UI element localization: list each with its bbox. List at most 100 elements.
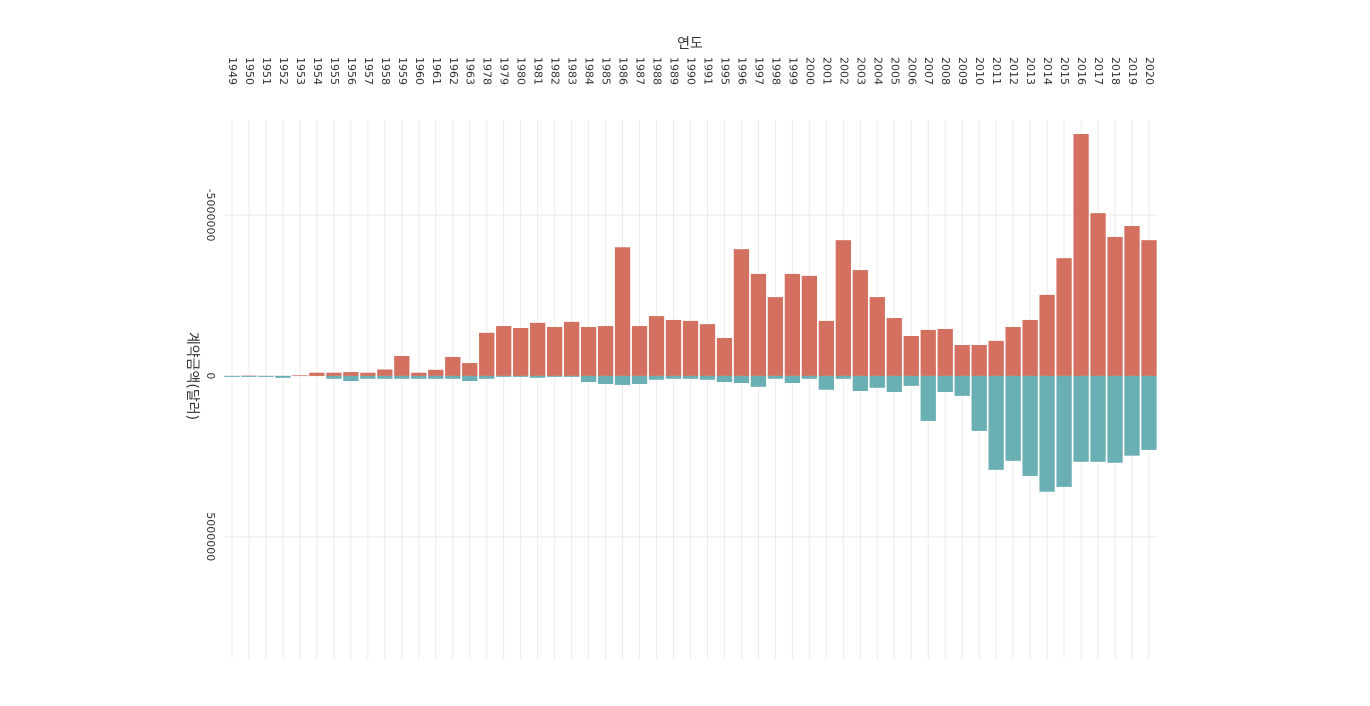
bar [632,326,647,376]
bar [1022,320,1037,376]
bar [513,376,528,377]
x-tick-label: 1959 [396,57,409,85]
bar [547,327,562,376]
x-tick-label: 1952 [277,57,290,85]
bar [377,369,392,375]
bar [530,376,545,378]
x-tick-label: 1950 [243,57,256,85]
x-tick-label: 2003 [854,57,867,85]
bar [802,276,817,376]
x-tick-label: 1961 [430,57,443,85]
bar [445,376,460,379]
x-tick-label: 1980 [515,57,528,85]
bar [615,376,630,385]
bar [683,321,698,376]
bar [632,376,647,384]
x-tick-label: 1954 [311,57,324,85]
y-tick-label: 0 [204,372,217,379]
bar [853,270,868,376]
bar [241,376,256,377]
x-tick-label: 1981 [532,57,545,85]
x-tick-label: 1953 [294,57,307,85]
bar [717,376,732,382]
chart-title: 연도 [677,36,703,52]
bar [887,318,902,376]
bar [1090,213,1105,376]
x-tick-label: 1984 [583,57,596,85]
x-tick-label: 1957 [362,57,375,85]
bar [955,376,970,396]
x-tick-label: 2016 [1075,57,1088,85]
x-tick-label: 2014 [1041,57,1054,85]
bar [649,316,664,376]
bar [989,376,1004,470]
bar [802,376,817,379]
bar [292,375,307,376]
x-tick-label: 2006 [905,57,918,85]
x-tick-label: 1958 [379,57,392,85]
bar [700,324,715,376]
bar [1039,376,1054,492]
bar [1107,376,1122,463]
bar [836,376,851,379]
x-tick-label: 2002 [837,57,850,85]
bar [598,376,613,384]
bar [1039,295,1054,376]
x-tick-label: 2012 [1007,57,1020,85]
x-tick-label: 2011 [990,57,1003,85]
x-tick-label: 2018 [1109,57,1122,85]
bar [904,336,919,376]
x-tick-label: 2017 [1092,57,1105,85]
bar [445,357,460,376]
bar [938,376,953,392]
bar [1141,240,1156,376]
x-tick-label: 1963 [464,57,477,85]
bar [734,249,749,376]
bar [496,326,511,376]
x-tick-label: 1999 [786,57,799,85]
bar [258,376,273,377]
bar [1006,376,1021,461]
x-tick-label: 1955 [328,57,341,85]
bar [989,341,1004,376]
bar [564,322,579,376]
x-tick-label: 2013 [1024,57,1037,85]
x-tick-label: 2008 [939,57,952,85]
bar [955,345,970,376]
bar [394,376,409,379]
bar [581,376,596,382]
bar [479,333,494,376]
bar [309,373,324,376]
bar [768,297,783,376]
bar [921,376,936,421]
bar [819,376,834,390]
x-tick-label: 2005 [888,57,901,85]
x-tick-label: 1989 [668,57,681,85]
x-tick-label: 1988 [651,57,664,85]
bar [768,376,783,379]
bar [683,376,698,379]
bar [666,376,681,379]
bar [700,376,715,380]
bar [836,240,851,376]
x-tick-label: 2020 [1143,57,1156,85]
bar [921,330,936,376]
x-tick-label: 1990 [685,57,698,85]
bar [819,321,834,376]
bar [598,326,613,376]
x-tick-label: 2015 [1058,57,1071,85]
bar [1124,376,1139,456]
bar [462,363,477,376]
bar [394,356,409,376]
y-tick-label: 5000000 [204,512,217,561]
x-tick-label: 1951 [260,57,273,85]
y-tick-label: -5000000 [204,189,217,242]
bar [326,373,341,376]
x-tick-label: 1995 [718,57,731,85]
x-tick-label: 1983 [566,57,579,85]
x-tick-label: 1978 [481,57,494,85]
bar [615,247,630,376]
bar [649,376,664,380]
bar [972,345,987,376]
